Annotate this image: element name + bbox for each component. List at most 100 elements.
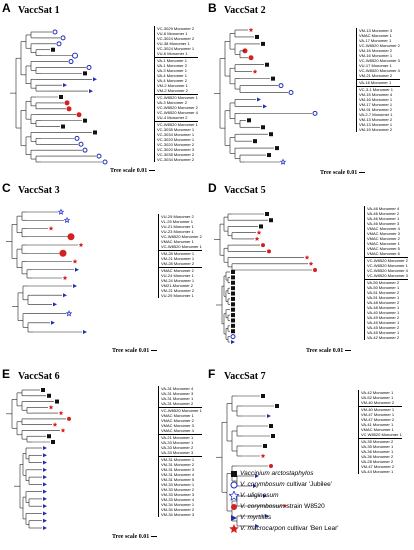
- triangle-marker: [231, 514, 237, 521]
- leaf-label: VMAC Monomer 1: [161, 413, 194, 418]
- leaf-label: VA-16 Monomer 1: [359, 80, 392, 85]
- square-marker: [261, 41, 265, 46]
- square-marker: [231, 470, 237, 477]
- triangle-marker: [263, 104, 267, 109]
- leaf-label: VM-40 Monomer 1: [361, 407, 395, 412]
- legend-species: V. uliginosum: [240, 491, 279, 499]
- circle-open-marker: [56, 41, 62, 47]
- leaf-label: VMAC Monomer 2: [161, 268, 194, 273]
- leaf-label: VU-29 Monomer 1: [161, 293, 194, 298]
- panel-letter: C: [2, 181, 11, 195]
- square-marker: [231, 291, 235, 296]
- leaf-label: VC-W8520 Monomer 4: [157, 110, 198, 115]
- leaf-label: VM-28 Monomer 1: [161, 251, 195, 256]
- leaf-label: VA-46 Monomer 3: [367, 221, 400, 226]
- clade-separator: [357, 85, 400, 87]
- leaf-label: VMAC Monomer 1: [359, 33, 392, 38]
- panel-f: F VaccSat 7 VA-42 Monomer 1 VA-52 Monomer…: [208, 368, 408, 544]
- star-open-marker: [65, 310, 73, 317]
- leaf-label: VL-25 Monomer 1: [161, 219, 194, 224]
- triangle-marker: [63, 293, 67, 298]
- panel-title: VaccSat 1: [18, 5, 60, 16]
- panel-title: VaccSat 5: [224, 185, 266, 196]
- leaf-label: VU-6 Monomer 1: [157, 51, 188, 56]
- triangle-marker: [43, 475, 47, 480]
- square-marker: [231, 296, 235, 301]
- leaf-label: VA-45 Monomer 2: [367, 325, 400, 330]
- square-marker: [267, 153, 271, 158]
- triangle-marker: [253, 484, 257, 488]
- leaf-label: VM-16 Monomer 1: [359, 53, 393, 58]
- leaf-label: VA-31 Monomer 2: [161, 401, 194, 406]
- clade-separator: [159, 433, 202, 435]
- legend-item: Vaccinium arctostaphylos: [228, 468, 413, 479]
- circle-marker: [248, 55, 254, 61]
- triangle-glyph: [231, 514, 237, 521]
- square-marker: [47, 434, 51, 439]
- triangle-marker: [43, 482, 47, 487]
- leaf-label: VA-28 Monomer 2: [361, 459, 394, 464]
- star-marker: [229, 523, 239, 533]
- panel-e: E VaccSat 6 VA-31 Monomer 4 VA-31 Monomer…: [2, 368, 202, 544]
- circle-marker: [313, 268, 317, 272]
- triangle-marker: [255, 474, 259, 478]
- tree-scale: Tree scale 0.01: [110, 168, 156, 175]
- triangle-marker: [43, 526, 47, 530]
- star-marker: [78, 242, 84, 248]
- leaf-label: VU-29 Monomer 2: [161, 214, 194, 219]
- leaf-label: VM-33 Monomer 3: [161, 492, 195, 497]
- triangle-marker: [73, 284, 77, 288]
- circle-open-marker: [78, 141, 84, 147]
- leaf-label: VM-21 Monomer 2: [161, 288, 195, 293]
- leaf-label: VM-47 Monomer 2: [361, 417, 395, 422]
- star-open-marker: [279, 158, 287, 165]
- square-marker: [231, 302, 235, 307]
- circle-marker: [67, 233, 75, 241]
- leaf-label: VU-23 Monomer 1: [161, 229, 194, 234]
- star-marker: [248, 27, 254, 33]
- leaf-label: VA-4 Monomer 1: [157, 73, 187, 78]
- square-marker: [231, 286, 235, 291]
- square-marker: [93, 130, 97, 135]
- legend-suffix: cultivar 'Ben Lear': [285, 524, 339, 532]
- triangle-marker: [257, 97, 261, 102]
- leaf-label: VM-33 Monomer 2: [161, 487, 195, 492]
- star-marker: [254, 236, 260, 241]
- legend-item: V. uliginosum: [228, 490, 413, 501]
- star-open-marker: [57, 208, 65, 215]
- leaf-label: VU-6 Monomer 1: [157, 31, 188, 36]
- legend-species: V. corymbosum: [240, 502, 285, 510]
- square-marker: [231, 323, 235, 328]
- leaf-label: VA-3 Monomer 1: [157, 68, 187, 73]
- square-marker: [261, 125, 265, 130]
- tree-scale-text: Tree scale 0.01: [320, 170, 358, 176]
- leaf-label: VC W8520 Monomer 1: [361, 432, 402, 437]
- leaf-label: VM-24 Monomer 1: [161, 278, 195, 283]
- tree-scale: Tree scale 0.01: [112, 348, 158, 355]
- square-marker: [255, 34, 259, 39]
- leaf-label: VMAC Monomer 4: [367, 226, 400, 231]
- circle-open-marker: [278, 83, 284, 89]
- leaf-label: VA-50 Monomer 2: [367, 280, 400, 285]
- leaf-label: VA-50 Monomer 1: [367, 285, 400, 290]
- square-marker: [231, 307, 235, 312]
- leaf-label: VMAC Monomer 3: [161, 423, 194, 428]
- tree-scale: Tree scale 0.01: [112, 534, 158, 541]
- leaf-label: VMAC Monomer 1: [367, 241, 400, 246]
- legend-item: V. corymbosum cultivar 'Jubilee': [228, 479, 413, 490]
- panel-title: VaccSat 3: [18, 185, 60, 196]
- clade-separator: [155, 120, 198, 122]
- scale-bar: [149, 170, 156, 172]
- square-marker: [231, 329, 235, 334]
- triangle-marker: [43, 446, 47, 450]
- leaf-label: VC-W8520 Monomer 3: [359, 58, 400, 63]
- legend-suffix: strain W8520: [284, 502, 325, 510]
- leaf-label: VMAC Monomer 5: [367, 246, 400, 251]
- leaf-label: VM-40 Monomer 2: [361, 400, 395, 405]
- leaf-label: VA-31 Monomer 1: [161, 396, 194, 401]
- leaf-label: VA-17 Monomer 1: [359, 38, 392, 43]
- leaf-label: VM-34 Monomer 3: [161, 512, 195, 517]
- filled-star-icon: [228, 523, 240, 534]
- circle-marker: [64, 100, 70, 106]
- leaf-label: VA-51 Monomer 1: [367, 295, 400, 300]
